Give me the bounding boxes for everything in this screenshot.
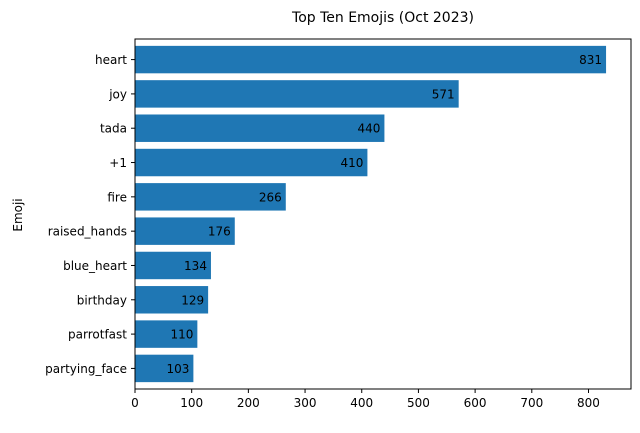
bar-tada xyxy=(135,114,385,142)
bar-parrotfast xyxy=(135,320,198,348)
bar-value-label: 176 xyxy=(208,225,231,239)
bar-birthday xyxy=(135,286,209,314)
bar-blue_heart xyxy=(135,251,211,280)
bar-value-label: 571 xyxy=(432,87,455,101)
y-tick-label: heart xyxy=(95,53,127,67)
bar-value-label: 266 xyxy=(259,190,282,204)
bar-raised_hands xyxy=(135,217,235,245)
bar-partying_face xyxy=(135,354,194,383)
y-tick-label: fire xyxy=(107,190,127,204)
y-axis-label: Emoji xyxy=(11,198,25,231)
bars-group xyxy=(135,45,607,383)
bar-heart xyxy=(135,45,607,74)
bar-value-label: 134 xyxy=(184,259,207,273)
y-tick-label: birthday xyxy=(77,293,127,307)
x-tick-label: 0 xyxy=(131,396,139,410)
y-tick-label: tada xyxy=(100,122,127,136)
x-tick-group: 0 100 200 300 400 500 600 700 800 xyxy=(131,389,600,410)
y-tick-label: parrotfast xyxy=(68,328,127,342)
bar-labels-group: 831 571 440 410 266 176 134 129 110 103 xyxy=(166,53,602,376)
bar-+1 xyxy=(135,148,368,177)
bar-value-label: 129 xyxy=(181,293,204,307)
y-tick-label: +1 xyxy=(109,156,127,170)
x-tick-label: 700 xyxy=(520,396,543,410)
x-tick-label: 400 xyxy=(350,396,373,410)
x-tick-label: 800 xyxy=(577,396,600,410)
x-tick-label: 300 xyxy=(294,396,317,410)
y-tick-label: partying_face xyxy=(45,362,127,376)
x-tick-label: 600 xyxy=(464,396,487,410)
bar-joy xyxy=(135,80,459,108)
chart-title: Top Ten Emojis (Oct 2023) xyxy=(291,10,474,26)
x-tick-label: 200 xyxy=(237,396,260,410)
y-tick-label: blue_heart xyxy=(63,259,127,273)
bar-value-label: 410 xyxy=(341,156,364,170)
bar-value-label: 440 xyxy=(358,122,381,136)
y-tick-label: joy xyxy=(108,87,127,101)
y-tick-group: heart joy tada +1 fire raised_hands blue_heart… xyxy=(45,53,135,376)
bar-value-label: 103 xyxy=(166,362,189,376)
bar-value-label: 831 xyxy=(579,53,602,67)
bar-value-label: 110 xyxy=(170,328,193,342)
bar-fire xyxy=(135,183,286,211)
plot-frame xyxy=(134,38,632,390)
x-tick-label: 500 xyxy=(407,396,430,410)
y-tick-label: raised_hands xyxy=(48,225,127,239)
x-tick-label: 100 xyxy=(180,396,203,410)
